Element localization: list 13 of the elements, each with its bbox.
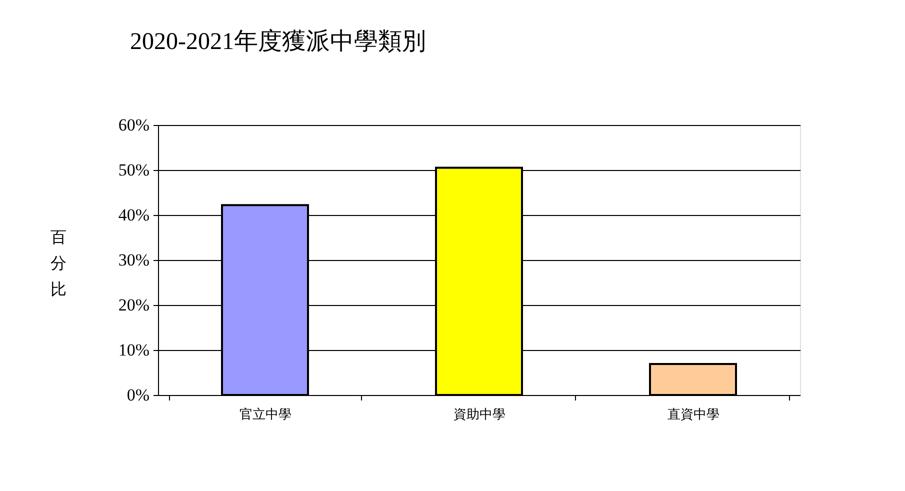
y-tick-label: 60%	[118, 116, 150, 134]
y-tick-label: 30%	[118, 250, 150, 270]
x-tick-label: 資助中學	[454, 408, 506, 422]
bar	[649, 362, 737, 396]
x-tick-label: 官立中學	[240, 406, 292, 422]
y-tick-label: 0%	[126, 386, 150, 404]
y-axis-title: 百分比	[50, 228, 66, 298]
y-tick-label: 50%	[118, 160, 150, 180]
y-tick-label: 10%	[118, 340, 150, 360]
x-tick-label: 直資中學	[668, 408, 720, 422]
chart-title: 2020-2021年度獲派中學類別	[130, 28, 426, 55]
y-tick-label: 40%	[118, 206, 150, 224]
y-tick-label: 20%	[118, 296, 150, 314]
